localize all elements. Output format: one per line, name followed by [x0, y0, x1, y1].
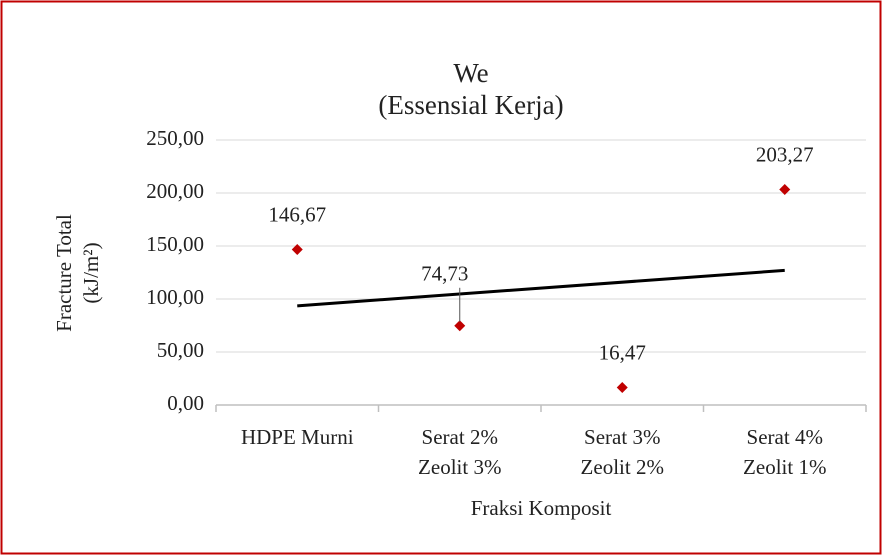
chart-subtitle: (Essensial Kerja) — [378, 90, 563, 120]
x-axis-label: Fraksi Komposit — [471, 496, 612, 520]
x-tick-label: Serat 2% — [422, 425, 498, 449]
x-tick-label: Zeolit 2% — [581, 455, 664, 479]
trendline — [297, 268, 785, 308]
data-label: 74,73 — [421, 262, 468, 286]
marker — [291, 244, 303, 256]
y-axis-label: Fracture Total — [52, 214, 76, 332]
data-label: 16,47 — [599, 340, 646, 364]
x-tick-label: Serat 3% — [584, 425, 660, 449]
y-tick-label: 250,00 — [146, 126, 204, 150]
marker — [779, 184, 791, 196]
x-tick-label: Zeolit 1% — [743, 455, 826, 479]
chart-title: We — [453, 58, 488, 88]
y-tick-label: 200,00 — [146, 179, 204, 203]
y-tick-label: 50,00 — [157, 338, 204, 362]
data-label: 203,27 — [756, 142, 814, 166]
y-tick-label: 0,00 — [167, 391, 204, 415]
y-axis-label: (kJ/m²) — [79, 242, 103, 303]
x-tick-label: Serat 4% — [747, 425, 823, 449]
x-tick-label: Zeolit 3% — [418, 455, 501, 479]
y-tick-label: 150,00 — [146, 232, 204, 256]
y-tick-label: 100,00 — [146, 285, 204, 309]
marker — [616, 382, 628, 394]
marker — [454, 320, 466, 332]
data-label: 146,67 — [268, 202, 326, 226]
x-tick-label: HDPE Murni — [241, 425, 354, 449]
